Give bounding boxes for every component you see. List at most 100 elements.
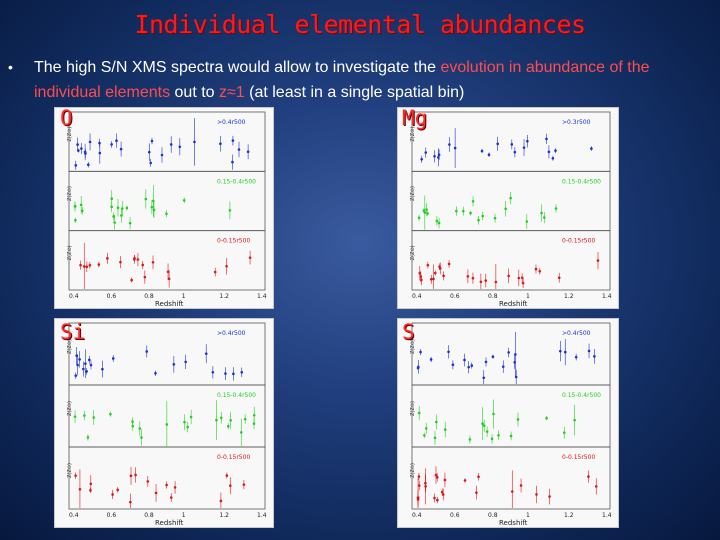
bin-label: >0.3r500 [562, 119, 591, 126]
data-point [113, 221, 117, 224]
data-point [442, 274, 445, 278]
data-point [470, 364, 474, 367]
data-point [554, 207, 558, 210]
data-point [154, 491, 158, 495]
bullet-part-highlight: z≈1 [219, 84, 245, 101]
data-point [226, 424, 230, 428]
data-point [112, 215, 115, 218]
data-point [593, 355, 596, 358]
data-point [434, 473, 438, 477]
data-point [481, 214, 485, 218]
data-point [88, 263, 92, 267]
data-point [429, 358, 433, 361]
abundance-plot-o: >0.4r500 Z(Z⊙) 0.15-0.4r500 Z(Z⊙) 0-0.15r500… [54, 107, 274, 309]
data-point [149, 161, 152, 165]
data-point [109, 412, 112, 416]
data-point [448, 143, 451, 146]
data-point [219, 499, 223, 503]
data-point [240, 370, 244, 374]
x-tick-label: 1 [526, 512, 530, 519]
data-point [562, 431, 566, 434]
plot-svg: >0.4r500 Z(Z⊙) 0.15-0.4r500 Z(Z⊙) 0-0.15r500… [410, 322, 612, 527]
data-point [133, 258, 136, 261]
data-point [151, 260, 155, 264]
data-point [88, 140, 92, 144]
data-point [468, 438, 472, 441]
data-point [557, 276, 561, 280]
data-point [82, 367, 85, 371]
data-point [469, 211, 472, 215]
data-point [204, 352, 208, 355]
data-point [80, 147, 83, 150]
data-point [492, 412, 495, 416]
data-point [228, 209, 232, 212]
data-point [146, 480, 150, 483]
data-point [416, 366, 420, 370]
bin-label: 0.15-0.4r500 [217, 178, 256, 185]
bullet-part: out to [170, 84, 219, 101]
bullet-part: (at least in a single spatial bin) [244, 84, 465, 101]
data-point [463, 479, 467, 482]
data-point [178, 145, 182, 149]
y-axis-label: Z(Z⊙) [67, 339, 73, 354]
data-point [587, 475, 590, 478]
data-point [451, 363, 455, 367]
data-point [74, 218, 77, 222]
data-point [504, 207, 507, 211]
data-point [471, 199, 475, 203]
data-point [215, 418, 218, 422]
data-point [426, 212, 429, 215]
data-point [485, 430, 489, 433]
y-axis-label: Z(Z⊙) [410, 339, 416, 354]
data-point [418, 271, 422, 275]
x-tick-label: 0.8 [144, 293, 154, 300]
data-point [131, 424, 135, 428]
data-point [461, 209, 465, 213]
subplot-frame [68, 230, 266, 291]
data-point [447, 350, 450, 354]
data-point [436, 498, 439, 502]
data-point [510, 490, 514, 493]
data-point [433, 154, 436, 158]
data-point [184, 360, 187, 364]
data-point [433, 436, 437, 440]
data-point [481, 422, 484, 426]
data-point [463, 358, 466, 362]
data-point [545, 137, 548, 141]
data-point [115, 139, 118, 143]
abundance-plot-s: >0.4r500 Z(Z⊙) 0.15-0.4r500 Z(Z⊙) 0-0.15r500… [397, 318, 619, 528]
data-point [433, 271, 437, 275]
data-point [83, 414, 86, 417]
data-point [89, 482, 93, 486]
data-point [545, 416, 548, 420]
data-point [590, 147, 593, 150]
data-point [246, 150, 250, 154]
data-point [471, 276, 475, 280]
data-point [101, 367, 104, 371]
bin-label: 0.15-0.4r500 [562, 392, 601, 399]
x-tick-label: 1.2 [564, 293, 574, 300]
x-tick-label: 0.4 [412, 293, 422, 300]
data-point [136, 258, 140, 261]
data-point [140, 436, 143, 439]
data-point [477, 218, 480, 222]
data-point [116, 488, 120, 492]
x-tick-label: 1.2 [219, 293, 229, 300]
data-point [574, 355, 578, 359]
data-point [538, 269, 542, 273]
data-point [479, 280, 483, 284]
data-point [119, 260, 122, 264]
data-point [119, 147, 123, 151]
data-point [425, 208, 428, 211]
data-point [520, 276, 524, 280]
data-point [167, 277, 171, 281]
data-point [417, 411, 421, 415]
plot-svg: >0.4r500 Z(Z⊙) 0.15-0.4r500 Z(Z⊙) 0-0.15r500… [67, 111, 267, 308]
data-point [120, 207, 124, 210]
bin-label: 0.15-0.4r500 [217, 392, 256, 399]
data-point [438, 265, 441, 268]
x-tick-label: 1 [182, 293, 186, 300]
data-point [487, 153, 491, 156]
x-tick-label: 0.4 [69, 512, 79, 519]
plot-svg: >0.4r500 Z(Z⊙) 0.15-0.4r500 Z(Z⊙) 0-0.15r500… [67, 322, 267, 527]
